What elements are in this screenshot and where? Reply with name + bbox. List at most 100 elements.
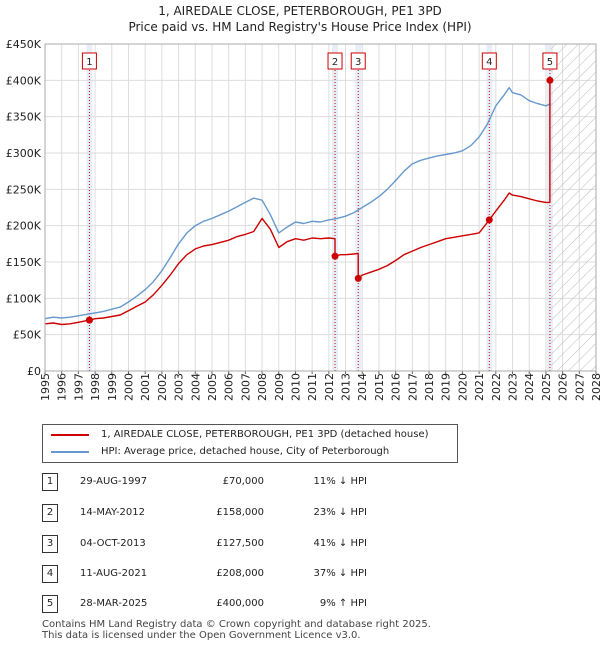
sale-number: 3 — [42, 535, 58, 553]
x-tick-label: 1997 — [72, 373, 85, 401]
x-tick-label: 2023 — [507, 373, 520, 401]
x-tick-label: 2001 — [139, 373, 152, 401]
x-tick-label: 2009 — [273, 373, 286, 401]
x-tick-label: 2027 — [573, 373, 586, 401]
sale-band — [355, 44, 362, 371]
x-tick-label: 2018 — [423, 373, 436, 401]
x-tick-label: 2026 — [557, 373, 570, 401]
x-tick-label: 2011 — [306, 373, 319, 401]
x-tick-label: 2017 — [406, 373, 419, 401]
sale-point — [354, 274, 362, 282]
sale-label-number: 2 — [332, 57, 338, 68]
sale-price: £70,000 — [222, 476, 264, 487]
sale-price: £158,000 — [216, 507, 264, 518]
sale-bands — [86, 44, 553, 371]
x-tick-label: 2028 — [590, 373, 600, 401]
sale-band — [86, 44, 93, 371]
sale-label-box — [350, 52, 366, 70]
x-tick-label: 2021 — [473, 373, 486, 401]
x-tick-label: 2000 — [122, 373, 135, 401]
x-tick-label: 2006 — [223, 373, 236, 401]
x-tick-label: 2007 — [239, 373, 252, 401]
y-tick-label: £50K — [13, 329, 42, 342]
x-tick-label: 1995 — [39, 373, 52, 401]
sale-date: 11-AUG-2021 — [80, 568, 148, 579]
sale-label-number: 1 — [86, 57, 92, 68]
hpi-line-swatch — [51, 451, 89, 453]
sale-band — [332, 44, 339, 371]
y-tick-label: £350K — [6, 111, 42, 124]
x-tick-label: 1998 — [89, 373, 102, 401]
sale-label-box — [542, 52, 558, 70]
x-tick-label: 2015 — [373, 373, 386, 401]
x-tick-label: 2002 — [156, 373, 169, 401]
price-chart: 1, AIREDALE CLOSE, PETERBOROUGH, PE1 3PD… — [6, 4, 600, 401]
x-tick-label: 2005 — [206, 373, 219, 401]
sale-point — [485, 216, 493, 224]
sale-label-box — [327, 52, 343, 70]
property-line-swatch — [51, 434, 89, 436]
y-tick-label: £400K — [6, 74, 42, 87]
x-tick-label: 2010 — [289, 373, 302, 401]
sale-date: 28-MAR-2025 — [80, 598, 148, 609]
sale-hpi-change: 41% ↓ HPI — [313, 538, 367, 549]
sale-label-number: 5 — [547, 57, 553, 68]
x-tick-label: 2003 — [173, 373, 186, 401]
sale-label-number: 3 — [355, 57, 361, 68]
sale-price: £127,500 — [216, 538, 264, 549]
sale-price: £400,000 — [216, 598, 264, 609]
x-tick-label: 1996 — [56, 373, 69, 401]
x-tick-label: 2008 — [256, 373, 269, 401]
sale-band — [546, 44, 553, 371]
licence-line: This data is licensed under the Open Gov… — [42, 630, 361, 641]
x-tick-label: 2019 — [440, 373, 453, 401]
x-tick-label: 2004 — [189, 373, 202, 401]
copyright-line: Contains HM Land Registry data © Crown c… — [42, 619, 431, 630]
y-axis: £0 £50K £100K £150K £200K £250K £300K £350K £400… — [6, 38, 42, 378]
sale-point — [85, 316, 93, 324]
sale-hpi-change: 11% ↓ HPI — [313, 476, 367, 487]
sale-label-box — [481, 52, 497, 70]
y-tick-label: £100K — [6, 292, 42, 305]
property-price-line — [44, 79, 552, 326]
sale-point — [331, 252, 339, 260]
y-tick-label: £200K — [6, 220, 42, 233]
x-tick-label: 2016 — [390, 373, 403, 401]
sale-number: 1 — [42, 473, 58, 491]
y-tick-label: £450K — [6, 38, 42, 51]
sale-point — [546, 76, 554, 84]
y-tick-label: £150K — [6, 256, 42, 269]
legend-label-property: 1, AIREDALE CLOSE, PETERBOROUGH, PE1 3PD… — [101, 429, 429, 440]
x-tick-label: 1999 — [106, 373, 119, 401]
y-tick-label: £0 — [27, 365, 41, 378]
sale-number: 4 — [42, 565, 58, 583]
sale-labels: 1 2 3 4 5 — [81, 52, 558, 70]
x-tick-label: 2024 — [523, 373, 536, 401]
sale-marker-lines — [88, 64, 551, 371]
y-tick-label: £300K — [6, 147, 42, 160]
chart-title: 1, AIREDALE CLOSE, PETERBOROUGH, PE1 3PD — [158, 4, 442, 18]
legend-label-hpi: HPI: Average price, detached house, City… — [101, 446, 390, 457]
forecast-hatch — [550, 44, 596, 371]
y-tick-label: £250K — [6, 183, 42, 196]
x-tick-label: 2012 — [323, 373, 336, 401]
sale-band — [486, 44, 493, 371]
x-tick-label: 2022 — [490, 373, 503, 401]
legend: 1, AIREDALE CLOSE, PETERBOROUGH, PE1 3PD… — [42, 424, 458, 463]
sale-label-box — [81, 52, 97, 70]
x-axis: 1995 1996 1997 1998 1999 2000 2001 2002 2003 2004… — [39, 371, 600, 401]
x-tick-label: 2013 — [340, 373, 353, 401]
sale-date: 29-AUG-1997 — [80, 476, 148, 487]
x-tick-label: 2025 — [540, 373, 553, 401]
x-tick-label: 2020 — [456, 373, 469, 401]
sale-label-number: 4 — [486, 57, 492, 68]
sale-date: 04-OCT-2013 — [80, 538, 146, 549]
sale-number: 2 — [42, 504, 58, 522]
x-tick-label: 2014 — [356, 373, 369, 401]
sale-price: £208,000 — [216, 568, 264, 579]
sale-hpi-change: 9% ↑ HPI — [319, 598, 367, 609]
sale-points — [85, 76, 554, 324]
hpi-line — [44, 86, 552, 320]
sale-date: 14-MAY-2012 — [80, 507, 146, 518]
series-lines — [44, 79, 552, 326]
